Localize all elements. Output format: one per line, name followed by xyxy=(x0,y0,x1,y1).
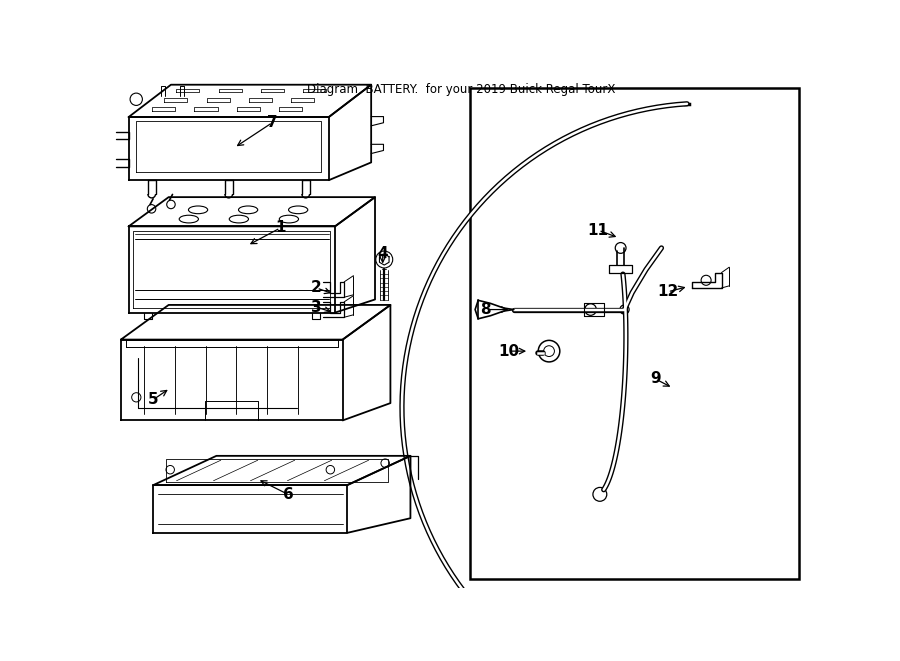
Text: 4: 4 xyxy=(377,246,388,261)
Text: 6: 6 xyxy=(283,487,293,502)
Bar xyxy=(471,88,798,579)
Text: 1: 1 xyxy=(275,220,285,235)
Text: 7: 7 xyxy=(267,115,278,130)
Text: 2: 2 xyxy=(311,280,322,295)
Text: 10: 10 xyxy=(499,344,519,359)
Text: 8: 8 xyxy=(481,302,491,317)
Text: Diagram  BATTERY.  for your 2019 Buick Regal TourX: Diagram BATTERY. for your 2019 Buick Reg… xyxy=(307,83,616,96)
Text: 9: 9 xyxy=(650,371,661,386)
Text: 12: 12 xyxy=(657,284,679,299)
Text: 5: 5 xyxy=(148,392,158,407)
Text: 11: 11 xyxy=(588,223,608,238)
Text: 3: 3 xyxy=(311,299,322,315)
